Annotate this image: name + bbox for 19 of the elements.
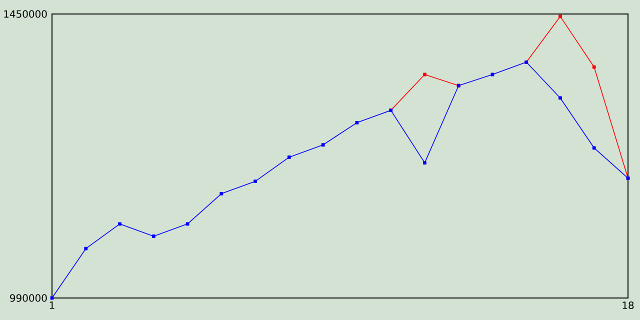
- x-tick-label: 1: [50, 302, 54, 309]
- y-tick-label: 1450000: [4, 10, 47, 18]
- y-tick-label: 990000: [10, 294, 47, 302]
- point: [118, 222, 122, 226]
- point: [558, 14, 562, 18]
- point: [152, 234, 156, 238]
- point: [287, 156, 291, 159]
- point: [423, 161, 426, 164]
- point: [321, 143, 325, 147]
- point: [84, 246, 88, 250]
- point: [592, 65, 596, 69]
- point: [423, 72, 426, 76]
- point: [355, 120, 359, 124]
- point: [220, 192, 224, 196]
- point: [186, 222, 190, 226]
- point: [592, 146, 596, 150]
- point: [254, 180, 257, 184]
- x-tick-label: 18: [622, 302, 634, 310]
- point: [558, 96, 562, 100]
